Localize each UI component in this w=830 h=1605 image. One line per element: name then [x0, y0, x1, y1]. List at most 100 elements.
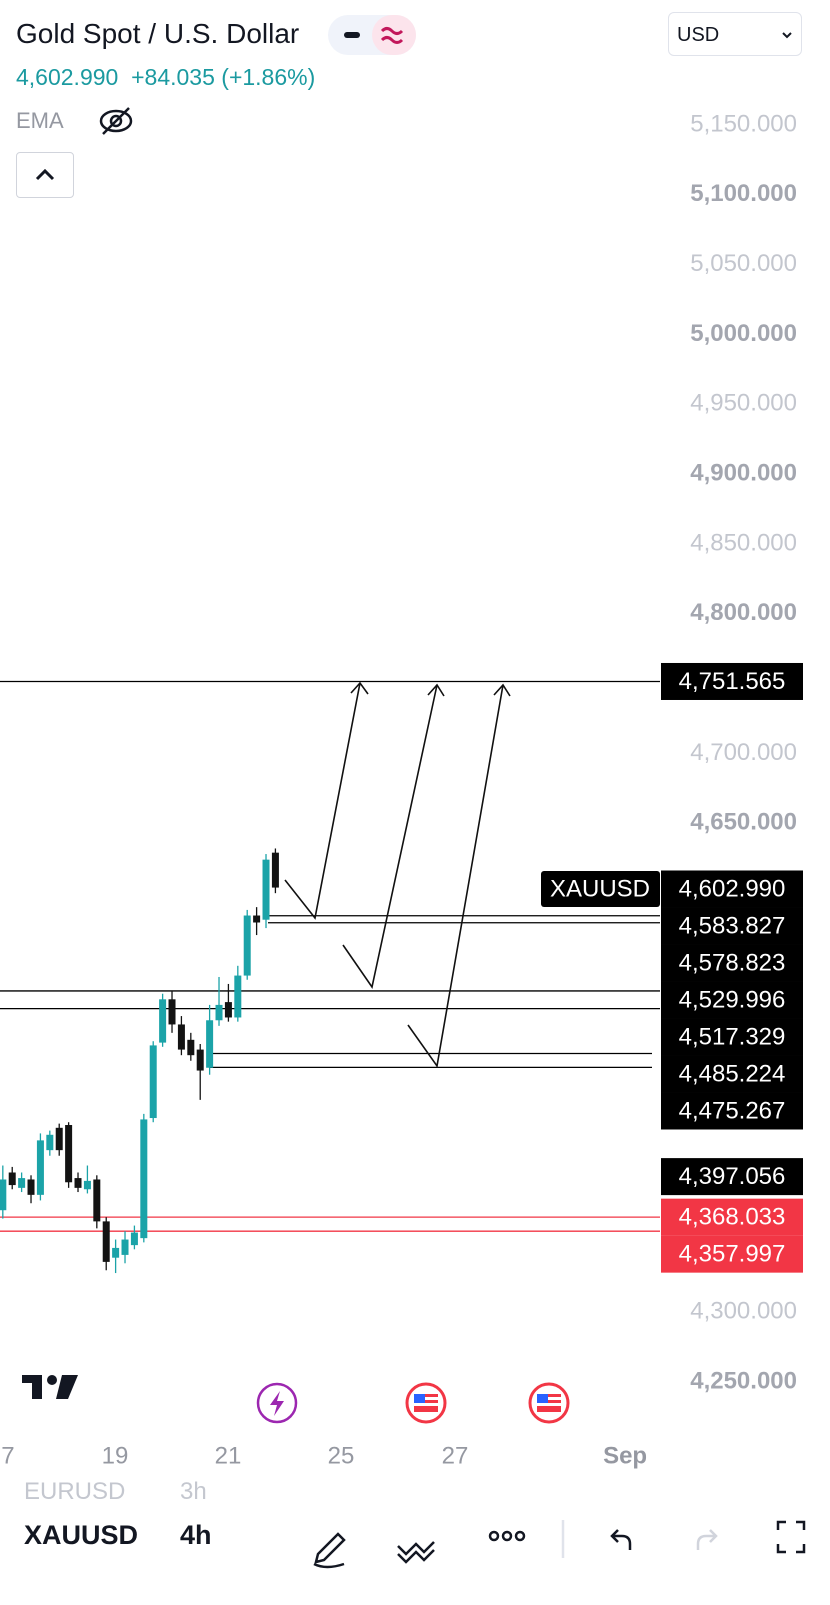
chevron-up [35, 168, 55, 181]
price-tag [661, 1018, 803, 1056]
price-tag [661, 1055, 803, 1093]
hide-icon[interactable] [98, 106, 134, 136]
candle-body [177, 1024, 185, 1050]
candle-body [253, 915, 261, 923]
tv-logo [22, 1375, 78, 1399]
symbol-title: Gold Spot / U.S. Dollar [16, 18, 300, 49]
y-tick-label: 5,000.000 [690, 320, 797, 347]
x-tick-label: 19 [102, 1442, 129, 1469]
candle-body [46, 1134, 54, 1151]
candle-body [187, 1039, 195, 1056]
y-tick-label: 5,150.000 [690, 110, 797, 137]
pattern-tool[interactable] [397, 1541, 435, 1564]
candle-body [102, 1221, 110, 1262]
y-tick-label: 4,700.000 [690, 739, 797, 766]
candle-body [8, 1172, 16, 1186]
collapse-button[interactable] [16, 152, 74, 198]
candle-body [65, 1125, 73, 1183]
candle-body [224, 1002, 232, 1018]
y-tick-label: 5,100.000 [690, 180, 797, 207]
candle-body [55, 1127, 63, 1151]
price-tag [661, 870, 803, 908]
candle-body [83, 1180, 91, 1190]
candle-body [149, 1045, 157, 1119]
drawing-arrows [284, 681, 511, 1069]
price-tag [661, 944, 803, 982]
y-tick-label: 4,250.000 [690, 1367, 797, 1394]
draw-tool[interactable] [313, 1532, 346, 1569]
toolbar [0, 1510, 830, 1600]
price-tag-label: 4,583.827 [679, 912, 786, 939]
price-tag-label: 4,357.997 [679, 1240, 786, 1267]
undo[interactable] [610, 1529, 632, 1550]
candle-body [271, 852, 279, 888]
candle-body [196, 1049, 204, 1071]
y-tick-label: 4,650.000 [690, 809, 797, 836]
symbol-tag-label: XAUUSD [550, 875, 650, 902]
x-tick-label: 25 [328, 1442, 355, 1469]
status-pill[interactable] [328, 15, 416, 55]
candle-body [36, 1140, 44, 1195]
price-tag-label: 4,517.329 [679, 1023, 786, 1050]
candle-body [27, 1179, 35, 1195]
price-tag-label: 4,602.990 [679, 875, 786, 902]
y-tick-label: 4,950.000 [690, 390, 797, 417]
x-tick-label: 7 [1, 1442, 14, 1469]
y-tick-label: 5,050.000 [690, 250, 797, 277]
price-tag-label: 4,368.033 [679, 1203, 786, 1230]
redo[interactable] [696, 1529, 718, 1550]
panel-interval: 3h [180, 1478, 207, 1505]
more-tools[interactable] [488, 1530, 526, 1542]
price-tag [661, 1235, 803, 1273]
candle-body [159, 999, 167, 1043]
candle-body [234, 975, 242, 1018]
fullscreen[interactable] [776, 1520, 806, 1554]
toolbar-symbol[interactable]: XAUUSD [24, 1520, 139, 1550]
price-change: +84.035 (+1.86%) [131, 64, 316, 90]
price-tag [661, 662, 803, 700]
candle-body [18, 1178, 26, 1188]
overlay: 5,150.000 5,100.000 5,050.000 5,000.000 4,95… [1, 110, 803, 1469]
indicator-label[interactable]: EMA [16, 108, 64, 133]
x-tick-label: Sep [603, 1442, 647, 1469]
y-tick-label: 4,850.000 [690, 529, 797, 556]
last-price: 4,602.990 [16, 64, 119, 90]
toolbar-interval[interactable]: 4h [180, 1520, 212, 1550]
price-tag-label: 4,751.565 [679, 668, 786, 695]
candle-body [140, 1119, 148, 1239]
price-tag [661, 1158, 803, 1196]
candle-body [0, 1179, 7, 1211]
candle-body [121, 1239, 129, 1255]
price-tag [661, 981, 803, 1019]
toolbar-icons [313, 1520, 806, 1569]
candle-body [93, 1179, 101, 1222]
plot [0, 680, 660, 1274]
candle-body [168, 999, 176, 1025]
candle-body [130, 1232, 138, 1246]
currency: USD [677, 24, 720, 46]
y-tick-label: 4,300.000 [690, 1298, 797, 1325]
currency-select[interactable]: USD [668, 12, 802, 56]
x-tick-label: 21 [215, 1442, 242, 1469]
candle-body [74, 1178, 82, 1188]
status-icons [344, 15, 416, 55]
price-tag-label: 4,475.267 [679, 1097, 786, 1124]
price-tag-label: 4,529.996 [679, 986, 786, 1013]
candle-body [215, 1004, 223, 1021]
price-tag-label: 4,578.823 [679, 949, 786, 976]
event-markers [256, 1382, 570, 1424]
price-tag-label: 4,397.056 [679, 1163, 786, 1190]
candle-body [112, 1247, 120, 1258]
x-tick-label: 27 [442, 1442, 469, 1469]
price-tag [661, 1092, 803, 1130]
y-tick-label: 4,900.000 [690, 460, 797, 487]
panel-symbol: EURUSD [24, 1478, 126, 1505]
y-tick-label: 4,800.000 [690, 599, 797, 626]
quote: 4,602.990 +84.035 (+1.86%) [16, 64, 315, 91]
candle-body [206, 1020, 214, 1068]
dropdown-arrow [782, 32, 792, 39]
price-tag [661, 1198, 803, 1236]
candle-body [243, 915, 251, 976]
